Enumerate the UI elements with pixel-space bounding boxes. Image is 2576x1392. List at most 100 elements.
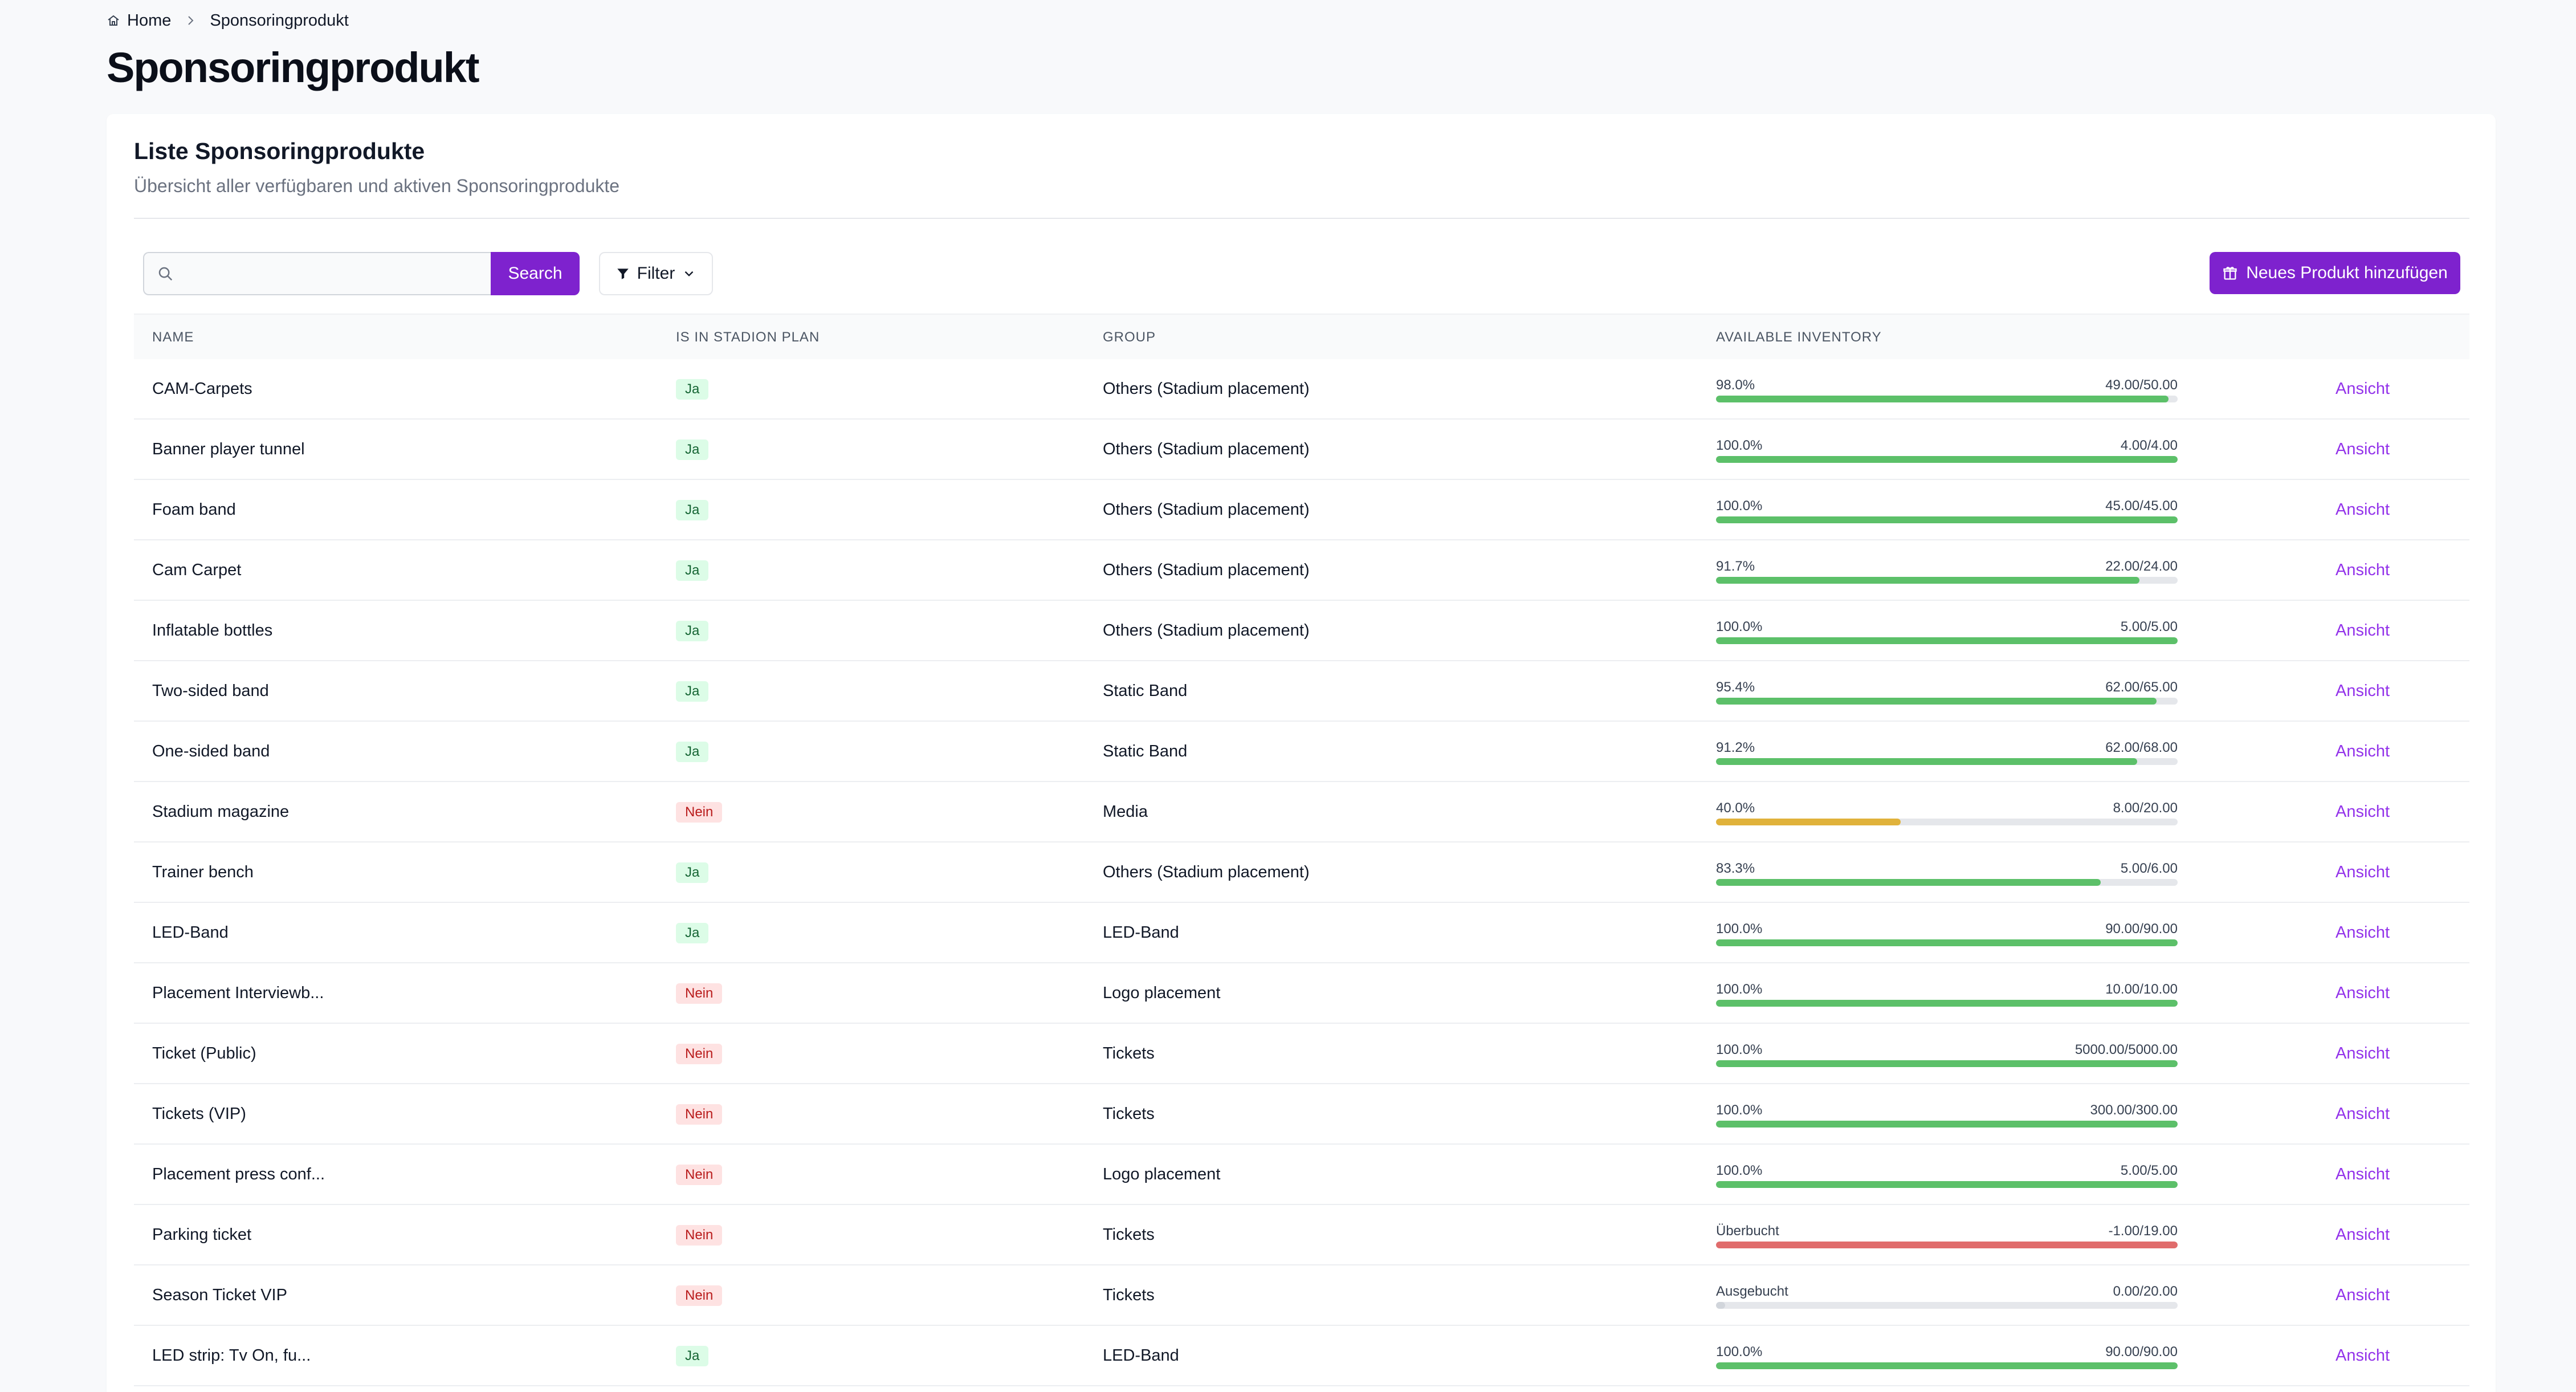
view-link[interactable]: Ansicht [2335,923,2390,942]
table-row[interactable]: LED-Band Ja LED-Band 100.0% 90.00/90.00 Ansic… [134,903,2469,963]
product-group: Others (Stadium placement) [1103,863,1310,881]
view-link[interactable]: Ansicht [2335,561,2390,579]
add-product-label: Neues Produkt hinzufügen [2246,263,2448,282]
column-header-plan[interactable]: IS IN STADION PLAN [676,329,820,345]
breadcrumb-home[interactable]: Home [107,11,171,30]
inventory-progress-bar [1716,1302,2178,1309]
product-name: Season Ticket VIP [152,1286,287,1304]
view-link[interactable]: Ansicht [2335,1286,2390,1304]
product-group: Tickets [1103,1226,1155,1244]
inventory-progress-fill [1716,1242,2178,1248]
inventory-progress-bar [1716,396,2178,402]
inventory-quantity: 5.00/5.00 [2120,619,2178,634]
inventory-progress-fill [1716,516,2178,523]
inventory-status: 100.0% [1716,619,1763,634]
chevron-right-icon [188,16,194,25]
inventory-status: 98.0% [1716,377,1755,393]
table-row[interactable]: Stadium magazine Nein Media 40.0% 8.00/20.00… [134,782,2469,842]
product-group: Others (Stadium placement) [1103,561,1310,579]
page-title: Sponsoringprodukt [107,44,479,91]
view-link[interactable]: Ansicht [2335,1044,2390,1063]
plan-status-badge: Ja [676,681,709,702]
table-row[interactable]: LED strip: Tv On, fu... Ja LED-Band 100.0% 9… [134,1326,2469,1386]
inventory-progress-fill [1716,1060,2178,1067]
products-card: Liste Sponsoringprodukte Übersicht aller… [107,114,2496,1392]
add-product-button[interactable]: Neues Produkt hinzufügen [2210,252,2460,294]
plan-status-badge: Nein [676,1285,723,1306]
view-link[interactable]: Ansicht [2335,803,2390,821]
card-title: Liste Sponsoringprodukte [134,138,425,164]
inventory-quantity: 45.00/45.00 [2105,498,2178,514]
inventory-quantity: 5000.00/5000.00 [2074,1042,2178,1057]
inventory-quantity: 300.00/300.00 [2090,1102,2178,1118]
breadcrumb-home-label[interactable]: Home [127,11,172,30]
column-header-name[interactable]: NAME [152,329,194,345]
table-row[interactable]: Two-sided band Ja Static Band 95.4% 62.00/65… [134,661,2469,722]
view-link[interactable]: Ansicht [2335,1165,2390,1183]
inventory-progress-fill [1716,396,2169,402]
view-link[interactable]: Ansicht [2335,380,2390,398]
search-input[interactable] [182,257,491,291]
plan-status-badge: Ja [676,439,709,461]
inventory-progress-fill [1716,1181,2178,1188]
table-header: NAME IS IN STADION PLAN GROUP AVAILABLE … [134,314,2469,359]
table-row[interactable]: Foam band Ja Others (Stadium placement) 100… [134,480,2469,540]
search-button[interactable]: Search [491,252,580,295]
home-icon [108,15,119,26]
inventory-status: 100.0% [1716,498,1763,514]
inventory-status: 95.4% [1716,679,1755,695]
column-header-inventory[interactable]: AVAILABLE INVENTORY [1716,329,1882,345]
table-row[interactable]: Parking ticket Nein Tickets Überbucht -1.00/… [134,1205,2469,1265]
table-row[interactable]: Season Ticket VIP Nein Tickets Ausgebucht 0.… [134,1265,2469,1326]
view-link[interactable]: Ansicht [2335,682,2390,700]
product-group: Tickets [1103,1286,1155,1304]
plan-status-cell: Nein [676,1205,723,1264]
plan-status-badge: Ja [676,500,709,521]
view-link[interactable]: Ansicht [2335,742,2390,760]
view-link[interactable]: Ansicht [2335,440,2390,458]
inventory-progress-bar [1716,758,2178,765]
table-row[interactable]: Placement press conf... Nein Logo placemen… [134,1145,2469,1205]
filter-button[interactable]: Filter [599,252,713,295]
plan-status-cell: Ja [676,842,709,902]
inventory-progress-bar [1716,1000,2178,1007]
table-row[interactable]: Trainer bench Ja Others (Stadium placement… [134,842,2469,903]
inventory-progress-bar [1716,456,2178,463]
view-link[interactable]: Ansicht [2335,621,2390,640]
column-header-group[interactable]: GROUP [1103,329,1156,345]
table-row[interactable]: CAM-Carpets Ja Others (Stadium placement) 9… [134,359,2469,420]
view-link[interactable]: Ansicht [2335,984,2390,1002]
product-name: Ticket (Public) [152,1044,256,1063]
view-link[interactable]: Ansicht [2335,500,2390,519]
table-row[interactable]: Tickets (VIP) Nein Tickets 100.0% 300.00/300… [134,1084,2469,1145]
table-row[interactable]: Banner player tunnel Ja Others (Stadium pl… [134,420,2469,480]
inventory-quantity: 90.00/90.00 [2105,1344,2178,1360]
filter-label: Filter [637,264,675,283]
table-row[interactable]: Placement Interviewb... Nein Logo placemen… [134,963,2469,1024]
product-name: Cam Carpet [152,561,242,579]
table-row[interactable]: One-sided band Ja Static Band 91.2% 62.00/68… [134,722,2469,782]
inventory-cell: 91.2% 62.00/68.00 [1716,722,2178,781]
inventory-status: 100.0% [1716,1163,1763,1178]
plan-status-badge: Nein [676,1165,723,1186]
inventory-progress-fill [1716,456,2178,463]
inventory-quantity: -1.00/19.00 [2108,1223,2178,1239]
inventory-progress-fill [1716,577,2139,584]
card-subtitle: Übersicht aller verfügbaren und aktiven … [134,176,620,196]
inventory-status: 91.7% [1716,559,1755,574]
inventory-progress-bar [1716,698,2178,705]
inventory-cell: 91.7% 22.00/24.00 [1716,540,2178,600]
view-link[interactable]: Ansicht [2335,1346,2390,1365]
plan-status-cell: Ja [676,601,709,660]
view-link[interactable]: Ansicht [2335,1105,2390,1123]
table-row[interactable]: Ticket (Public) Nein Tickets 100.0% 5000.00/… [134,1024,2469,1084]
inventory-cell: 100.0% 90.00/90.00 [1716,903,2178,962]
inventory-cell: 100.0% 5.00/5.00 [1716,1145,2178,1204]
inventory-status: 100.0% [1716,438,1763,453]
inventory-quantity: 10.00/10.00 [2105,982,2178,997]
view-link[interactable]: Ansicht [2335,1226,2390,1244]
table-row[interactable]: Cam Carpet Ja Others (Stadium placement) 91… [134,540,2469,601]
view-link[interactable]: Ansicht [2335,863,2390,881]
table-row[interactable]: Inflatable bottles Ja Others (Stadium plac… [134,601,2469,661]
product-name: CAM-Carpets [152,380,252,398]
